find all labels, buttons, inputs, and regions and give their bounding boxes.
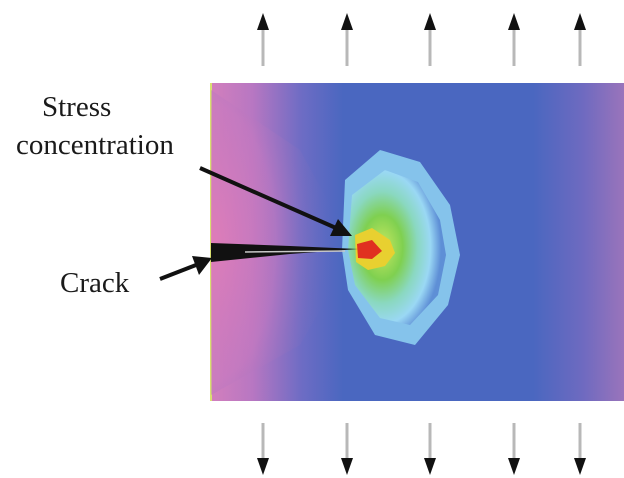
crack-highlight [244,250,346,253]
stress-label-line1: Stress [42,91,112,123]
arrow-down-icon [508,423,520,475]
leader-arrow-icon [192,256,212,275]
bottom-load-arrows [257,423,586,475]
arrow-up-icon [508,13,520,66]
top-load-arrows [257,13,586,66]
arrow-down-icon [424,423,436,475]
arrow-up-icon [574,13,586,66]
crack [211,243,358,262]
crack-wake-region [211,90,355,395]
stress-zone-mid [348,170,446,325]
arrow-down-icon [257,423,269,475]
crack-pointer-arrow [159,256,212,281]
arrow-up-icon [424,13,436,66]
crack-label: Crack [60,267,130,299]
arrow-up-icon [341,13,353,66]
arrow-down-icon [341,423,353,475]
stress-label-line2: concentration [16,129,174,161]
stress-peak [357,240,382,259]
stress-pointer-arrow [199,166,352,236]
arrow-down-icon [574,423,586,475]
arrow-up-icon [257,13,269,66]
leader-arrow-icon [330,219,352,236]
